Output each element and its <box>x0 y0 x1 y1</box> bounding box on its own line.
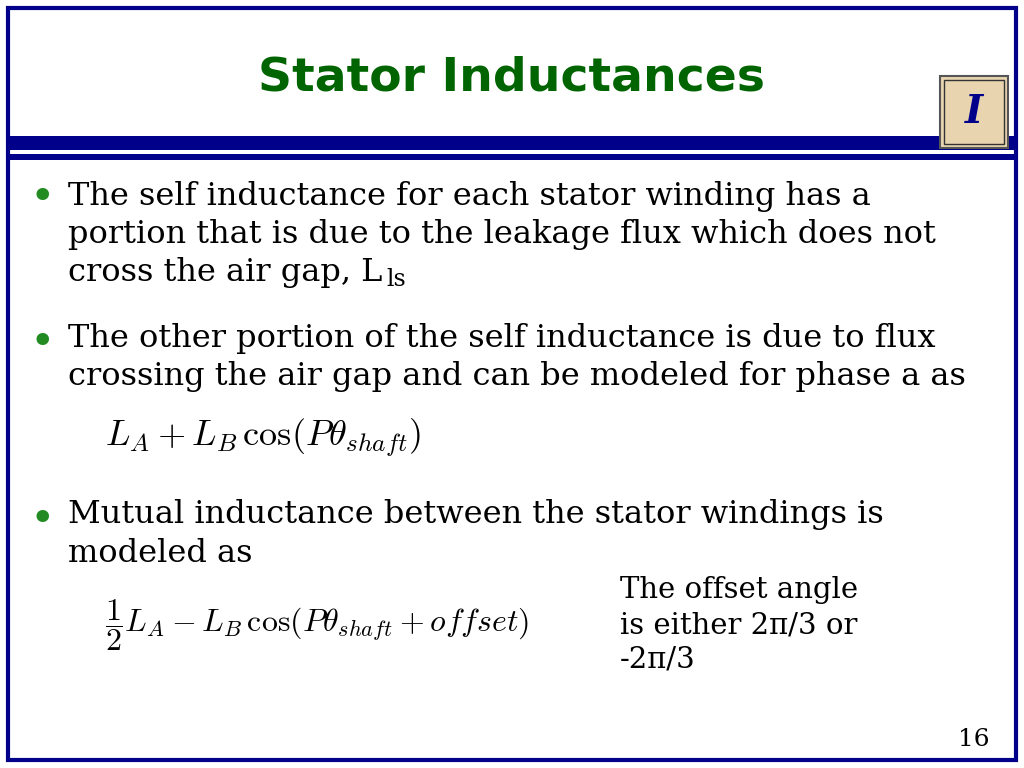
Text: portion that is due to the leakage flux which does not: portion that is due to the leakage flux … <box>68 219 936 250</box>
Bar <box>944 80 1004 144</box>
Text: is either 2π/3 or: is either 2π/3 or <box>620 611 857 639</box>
Text: 16: 16 <box>958 729 990 752</box>
Text: $L_A + L_B\,\cos(P\theta_{\mathit{shaft}})$: $L_A + L_B\,\cos(P\theta_{\mathit{shaft}… <box>105 417 421 459</box>
Text: The self inductance for each stator winding has a: The self inductance for each stator wind… <box>68 180 870 211</box>
Bar <box>8 136 1016 150</box>
Text: I: I <box>965 93 983 131</box>
Text: $\dfrac{1}{2}L_A - L_B\,\cos(P\theta_{\mathit{shaft}} + \mathit{offset})$: $\dfrac{1}{2}L_A - L_B\,\cos(P\theta_{\m… <box>105 597 529 653</box>
Text: modeled as: modeled as <box>68 538 253 568</box>
Text: •: • <box>30 322 54 364</box>
Text: The offset angle: The offset angle <box>620 576 858 604</box>
Bar <box>940 76 1008 148</box>
Text: •: • <box>30 499 54 541</box>
Text: •: • <box>30 177 54 219</box>
Bar <box>8 154 1016 160</box>
Text: -2π/3: -2π/3 <box>620 646 695 674</box>
Text: Mutual inductance between the stator windings is: Mutual inductance between the stator win… <box>68 499 884 531</box>
Text: crossing the air gap and can be modeled for phase a as: crossing the air gap and can be modeled … <box>68 360 966 392</box>
Text: cross the air gap, L: cross the air gap, L <box>68 257 382 287</box>
Text: The other portion of the self inductance is due to flux: The other portion of the self inductance… <box>68 323 936 353</box>
Text: Stator Inductances: Stator Inductances <box>258 55 766 101</box>
Text: ls: ls <box>386 267 406 290</box>
